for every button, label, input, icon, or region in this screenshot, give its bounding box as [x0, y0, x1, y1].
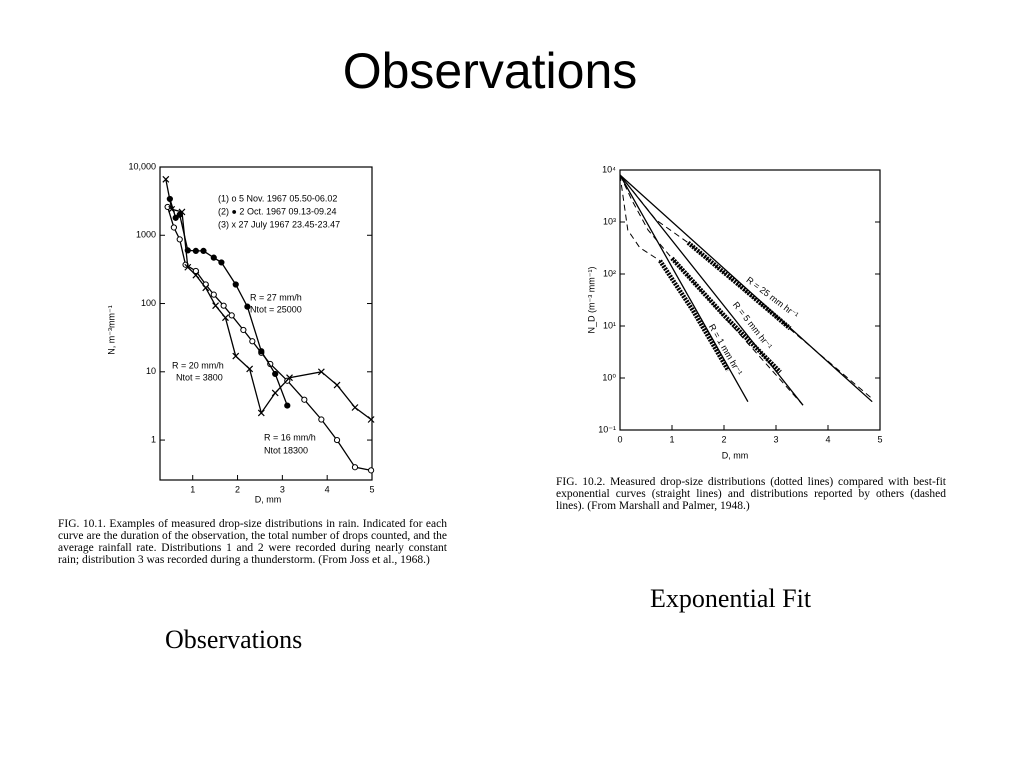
data-point: [286, 374, 293, 382]
series-line: [619, 174, 804, 406]
figure-label: Observations: [165, 625, 303, 654]
series-line: [166, 206, 372, 472]
data-point: [367, 416, 375, 423]
data-point: [232, 352, 240, 360]
y-tick-label: 1000: [136, 230, 156, 240]
x-tick-label: 3: [280, 484, 285, 494]
data-point: [246, 365, 254, 373]
data-point: [333, 381, 341, 389]
y-axis-label: N, m⁻³mm⁻¹: [106, 305, 116, 355]
series-line: [619, 174, 749, 403]
annotation: Ntot = 25000: [250, 304, 302, 314]
data-point: [192, 267, 199, 275]
data-point: [192, 247, 199, 255]
legend-line: (3) x 27 July 1967 23.45-23.47: [218, 219, 340, 229]
data-point: [210, 254, 217, 261]
figure-caption: FIG. 10.1. Examples of measured drop-siz…: [58, 518, 447, 566]
y-tick-label: 1: [151, 434, 156, 444]
data-point: [222, 314, 229, 322]
data-point: [240, 326, 247, 334]
data-point: [301, 396, 308, 403]
x-tick-label: 1: [190, 484, 195, 494]
data-point: [228, 312, 235, 319]
data-point: [244, 303, 251, 310]
data-point: [232, 281, 239, 288]
annotation: R = 20 mm/h: [172, 360, 224, 370]
y-tick-label: 10: [146, 366, 156, 376]
data-point: [184, 263, 192, 271]
data-point: [170, 224, 177, 231]
annotation: Ntot 18300: [264, 445, 308, 455]
data-point: [164, 203, 171, 211]
data-point: [317, 368, 325, 376]
annotation: Ntot = 3800: [176, 372, 223, 382]
annotation: R = 16 mm/h: [264, 432, 316, 442]
data-point: [200, 247, 207, 255]
data-point: [176, 236, 183, 243]
x-tick-label: 5: [369, 484, 374, 494]
data-point: [178, 208, 186, 216]
y-tick-label: 10²: [603, 268, 616, 278]
x-tick-label: 2: [721, 434, 726, 444]
x-axis-label: D, mm: [722, 450, 749, 460]
y-tick-label: 10⁰: [602, 372, 616, 382]
x-axis-label: D, mm: [255, 494, 282, 504]
y-tick-label: 10³: [603, 216, 616, 226]
legend-line: (2) ● 2 Oct. 1967 09.13-09.24: [218, 206, 337, 216]
figure-label: Exponential Fit: [650, 584, 812, 613]
data-point: [202, 284, 210, 292]
series-line: [658, 259, 731, 372]
x-tick-label: 4: [825, 434, 830, 444]
data-point: [351, 464, 359, 471]
data-point: [257, 409, 265, 417]
y-tick-label: 10⁴: [602, 164, 616, 174]
data-point: [272, 370, 279, 378]
data-point: [162, 175, 170, 183]
y-tick-label: 10,000: [128, 161, 156, 171]
figure-caption: FIG. 10.2. Measured drop-size distributi…: [556, 476, 946, 512]
data-point: [192, 271, 200, 279]
plot-frame: [159, 166, 373, 481]
data-point: [172, 214, 179, 221]
x-tick-label: 5: [877, 434, 882, 444]
y-tick-label: 10⁻¹: [598, 424, 616, 434]
data-point: [368, 467, 375, 474]
slide-title: Observations: [343, 43, 638, 99]
series-line: [686, 240, 792, 331]
data-point: [258, 348, 265, 355]
data-point: [210, 291, 217, 298]
data-point: [333, 436, 341, 444]
data-point: [249, 338, 256, 345]
data-point: [351, 404, 359, 411]
y-tick-label: 10¹: [603, 320, 616, 330]
data-point: [212, 302, 220, 310]
x-tick-label: 0: [617, 434, 622, 444]
y-axis-label: N_D (m⁻³ mm⁻¹): [586, 267, 596, 334]
data-point: [218, 259, 225, 266]
annotation: R = 27 mm/h: [250, 292, 302, 302]
x-tick-label: 2: [235, 484, 240, 494]
plot-frame: [619, 169, 881, 431]
data-point: [220, 302, 227, 309]
x-tick-label: 1: [669, 434, 674, 444]
data-point: [271, 389, 279, 397]
y-tick-label: 100: [141, 298, 156, 308]
data-point: [318, 416, 325, 423]
x-tick-label: 4: [325, 484, 330, 494]
legend-line: (1) o 5 Nov. 1967 05.50-06.02: [218, 193, 337, 203]
data-point: [168, 205, 176, 213]
x-tick-label: 3: [773, 434, 778, 444]
data-point: [284, 402, 291, 409]
